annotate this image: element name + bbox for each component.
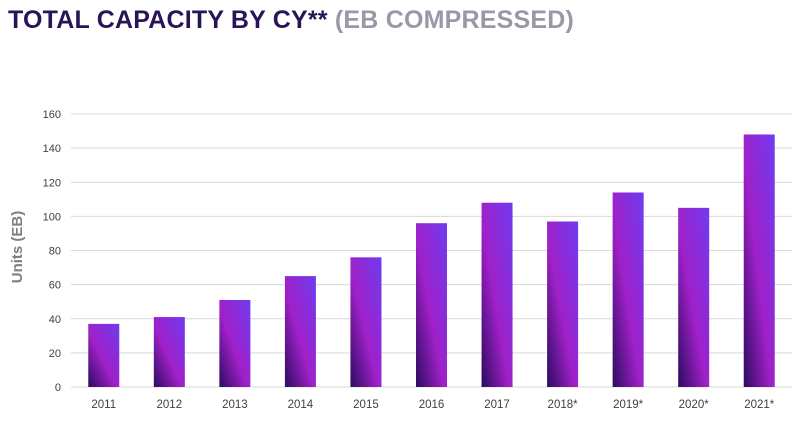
bar-2013 — [219, 299, 251, 387]
bar-2020-projected — [678, 207, 710, 387]
chart-title-units: (EB COMPRESSED) — [334, 6, 575, 34]
x-tick-label: 2011 — [91, 399, 116, 411]
y-tick-label: 140 — [43, 143, 61, 155]
bar-2019-projected — [612, 192, 644, 387]
y-tick-label: 100 — [43, 211, 61, 223]
chart-title-main: TOTAL CAPACITY BY CY** — [8, 6, 328, 34]
x-tick-label: 2021* — [744, 399, 775, 411]
x-tick-label: 2013 — [222, 399, 248, 411]
bar-2016 — [416, 223, 447, 387]
x-tick-label: 2018* — [548, 399, 579, 411]
x-tick-label: 2016 — [419, 399, 445, 411]
x-tick-label: 2020* — [679, 399, 710, 411]
bars — [88, 134, 775, 387]
chart-title: TOTAL CAPACITY BY CY** (EB COMPRESSED) — [8, 6, 574, 35]
bar-2012 — [153, 317, 185, 387]
y-tick-label: 80 — [49, 246, 61, 258]
y-axis-label: Units (EB) — [9, 211, 26, 284]
x-tick-label: 2012 — [157, 399, 183, 411]
y-tick-label: 0 — [55, 382, 61, 394]
x-axis-ticks: 2011 2012 2013 2014 2015 2016 2017 2018* 2019* 20… — [91, 399, 774, 411]
y-axis-ticks: 0 20 40 60 80 100 120 140 160 — [43, 109, 61, 394]
y-tick-label: 40 — [49, 314, 61, 326]
y-tick-label: 120 — [43, 177, 61, 189]
bar-2021-projected — [743, 134, 775, 387]
x-tick-label: 2014 — [288, 399, 314, 411]
x-tick-label: 2015 — [353, 399, 379, 411]
y-tick-label: 20 — [49, 348, 61, 360]
x-tick-label: 2017 — [484, 399, 510, 411]
y-tick-label: 160 — [43, 109, 61, 121]
bar-2018-projected — [547, 221, 579, 387]
bar-2011 — [88, 323, 120, 387]
x-tick-label: 2019* — [613, 399, 644, 411]
bar-2014 — [284, 276, 316, 387]
bar-2017 — [481, 202, 513, 387]
y-tick-label: 60 — [49, 280, 61, 292]
bar-2015 — [350, 257, 382, 387]
